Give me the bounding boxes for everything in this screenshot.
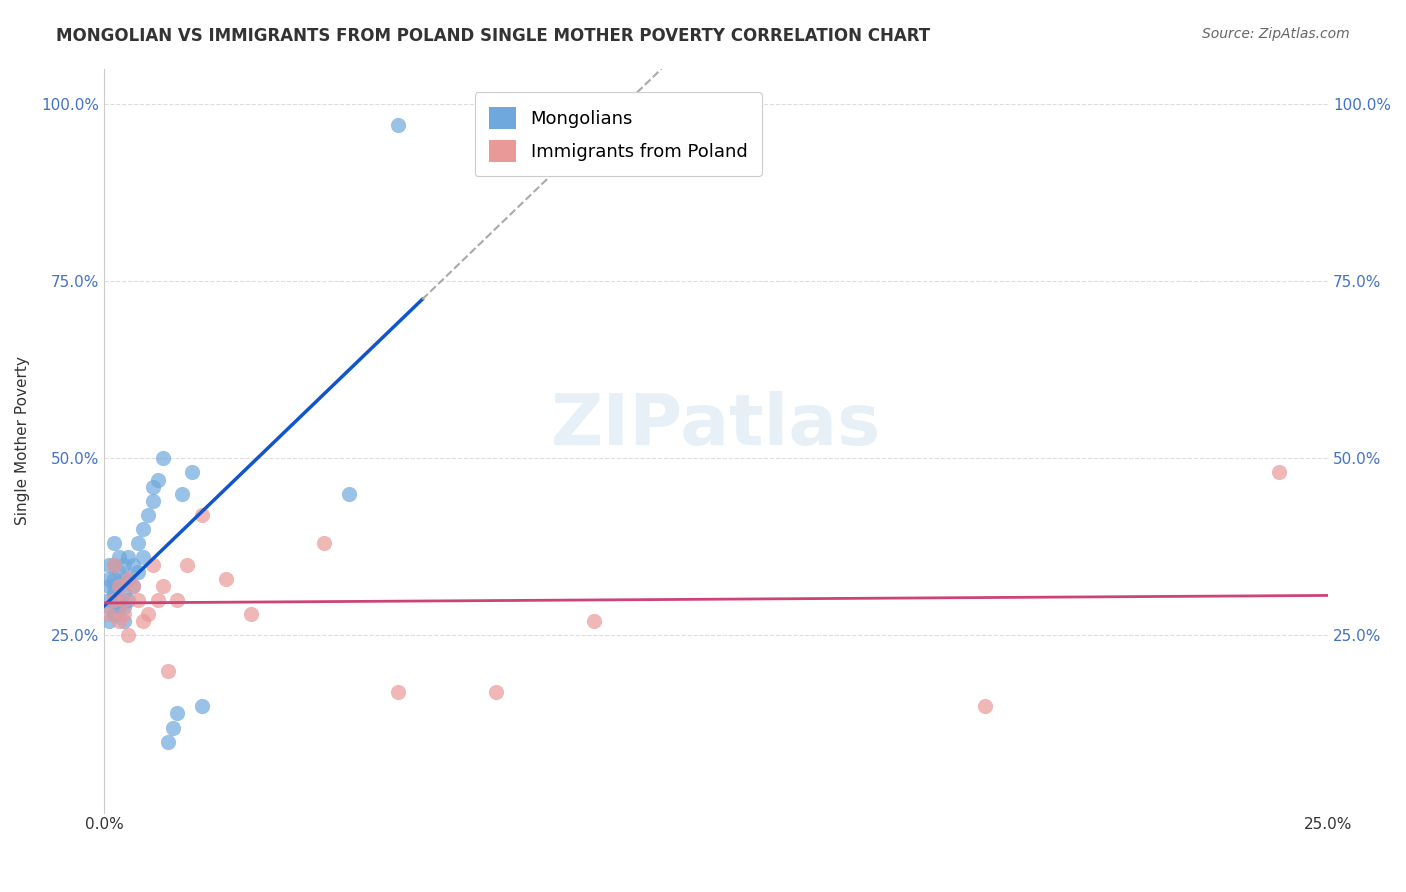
Point — [215, 572, 238, 586]
Text: MONGOLIAN VS IMMIGRANTS FROM POLAND SINGLE MOTHER POVERTY CORRELATION CHART: MONGOLIAN VS IMMIGRANTS FROM POLAND SING… — [56, 27, 931, 45]
Point — [97, 607, 120, 621]
Point — [239, 607, 262, 621]
Point — [166, 593, 188, 607]
Point — [166, 706, 188, 721]
Point — [112, 586, 135, 600]
Point — [107, 593, 129, 607]
Point — [127, 565, 149, 579]
Point — [132, 550, 155, 565]
Point — [117, 572, 139, 586]
Point — [103, 536, 125, 550]
Point — [191, 508, 214, 522]
Point — [146, 593, 169, 607]
Point — [107, 614, 129, 628]
Point — [103, 579, 125, 593]
Point — [107, 550, 129, 565]
Point — [122, 579, 145, 593]
Point — [337, 486, 360, 500]
Point — [127, 536, 149, 550]
Point — [181, 466, 204, 480]
Point — [485, 685, 508, 699]
Point — [191, 699, 214, 714]
Point — [103, 593, 125, 607]
Point — [142, 480, 165, 494]
Point — [103, 558, 125, 572]
Point — [103, 607, 125, 621]
Point — [314, 536, 336, 550]
Point — [112, 600, 135, 615]
Point — [97, 579, 120, 593]
Point — [142, 558, 165, 572]
Point — [122, 579, 145, 593]
Point — [136, 607, 159, 621]
Point — [97, 593, 120, 607]
Point — [117, 572, 139, 586]
Point — [387, 685, 409, 699]
Point — [112, 607, 135, 621]
Point — [156, 664, 179, 678]
Point — [162, 721, 184, 735]
Point — [103, 586, 125, 600]
Point — [152, 579, 174, 593]
Point — [112, 614, 135, 628]
Point — [132, 614, 155, 628]
Point — [103, 572, 125, 586]
Y-axis label: Single Mother Poverty: Single Mother Poverty — [15, 356, 30, 525]
Point — [103, 593, 125, 607]
Point — [117, 593, 139, 607]
Point — [387, 118, 409, 132]
Point — [103, 558, 125, 572]
Point — [117, 628, 139, 642]
Point — [107, 579, 129, 593]
Point — [156, 734, 179, 748]
Point — [107, 565, 129, 579]
Point — [97, 558, 120, 572]
Point — [132, 522, 155, 536]
Point — [107, 579, 129, 593]
Point — [117, 550, 139, 565]
Point — [97, 614, 120, 628]
Legend: Mongolians, Immigrants from Poland: Mongolians, Immigrants from Poland — [475, 93, 762, 177]
Point — [172, 486, 194, 500]
Point — [122, 558, 145, 572]
Point — [112, 572, 135, 586]
Text: R =  0.291   N = 28: R = 0.291 N = 28 — [489, 155, 666, 173]
Point — [1268, 466, 1291, 480]
Point — [142, 493, 165, 508]
Point — [582, 614, 605, 628]
Point — [146, 473, 169, 487]
Point — [176, 558, 198, 572]
Point — [152, 451, 174, 466]
Point — [974, 699, 997, 714]
Point — [97, 572, 120, 586]
Point — [127, 593, 149, 607]
Point — [97, 600, 120, 615]
Point — [136, 508, 159, 522]
Text: R =  0.428   N = 45: R = 0.428 N = 45 — [489, 118, 666, 136]
Point — [107, 600, 129, 615]
Point — [112, 558, 135, 572]
Text: Source: ZipAtlas.com: Source: ZipAtlas.com — [1202, 27, 1350, 41]
Point — [112, 593, 135, 607]
Text: ZIPatlas: ZIPatlas — [551, 392, 882, 460]
